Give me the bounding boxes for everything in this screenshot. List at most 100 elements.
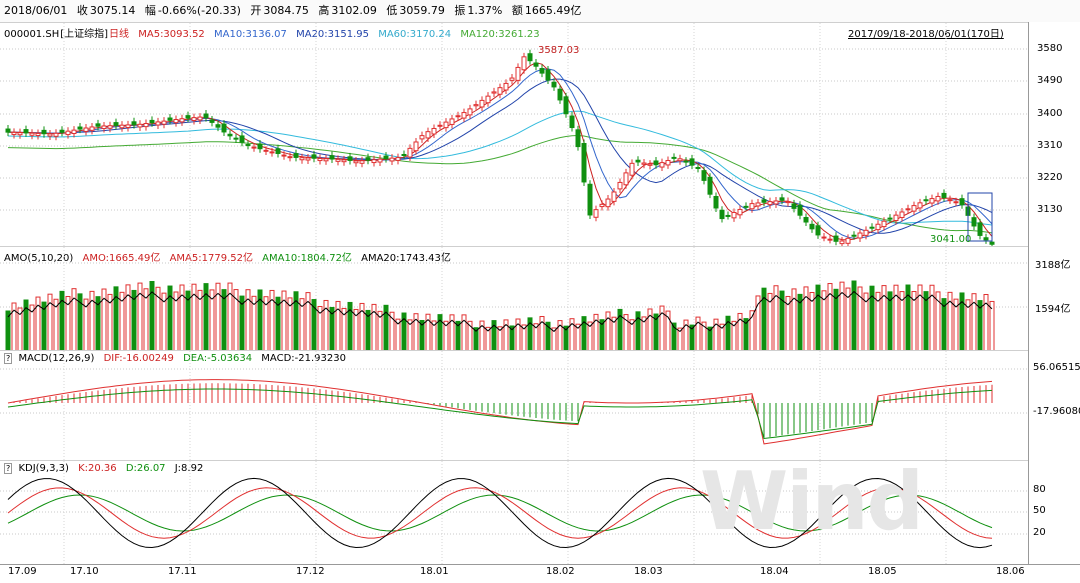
candle-body [803, 217, 809, 223]
candle-body [29, 132, 35, 136]
candle-body [545, 69, 551, 81]
candle-body [647, 163, 653, 166]
volume-bar [953, 298, 959, 351]
candle-body [5, 128, 11, 133]
candle-body [23, 129, 29, 134]
volume-bar [869, 285, 875, 351]
volume-bar [521, 324, 527, 351]
candle-body [449, 118, 455, 125]
candle-body [131, 121, 137, 126]
candle-body [17, 132, 23, 136]
volume-bar [623, 314, 629, 351]
ma120-line [7, 134, 993, 234]
candle-body [551, 81, 557, 88]
x-tick: 17.10 [70, 566, 99, 577]
index-name: [上证综指] [60, 29, 109, 40]
volume-bar [155, 286, 161, 351]
question-icon[interactable]: ? [4, 463, 13, 474]
candle-body [731, 211, 737, 219]
kdj-tick: 50 [1033, 505, 1046, 516]
low-value: 3059.79 [399, 4, 445, 17]
volume-bar [11, 302, 17, 351]
candle-body [395, 157, 401, 161]
volume-bar [5, 310, 11, 351]
candle-body [761, 199, 767, 203]
x-tick: 18.05 [868, 566, 897, 577]
kdj-tick: 20 [1033, 527, 1046, 538]
volume-bar [809, 291, 815, 351]
volume-bar [929, 284, 935, 351]
kdj-axis: 80 50 20 [1028, 460, 1080, 564]
candle-body [167, 117, 173, 121]
kline-panel[interactable]: 000001.SH[上证综指]日线 MA5:3093.52 MA10:3136.… [0, 22, 1028, 247]
amo-panel[interactable]: AMO(5,10,20) AMO:1665.49亿 AMA5:1779.52亿 … [0, 246, 1028, 351]
volume-bar [371, 303, 377, 351]
volume-bar [713, 318, 719, 351]
volume-bar [233, 289, 239, 351]
high-label: 高 [318, 4, 330, 17]
amp-label: 振 [454, 4, 466, 17]
volume-bar [527, 317, 533, 351]
amo-tick: 3188亿 [1035, 260, 1071, 271]
candle-body [83, 127, 89, 132]
candle-body [485, 95, 491, 104]
volume-bar [449, 314, 455, 351]
candle-body [917, 202, 923, 209]
volume-bar [785, 295, 791, 351]
candle-body [935, 195, 941, 202]
change-value: -0.66%(-20.33) [157, 4, 241, 17]
macd-legend: ? MACD(12,26,9) DIF:-16.00249 DEA:-5.036… [4, 353, 352, 364]
amo-tick: 1594亿 [1035, 304, 1071, 315]
close-value: 3075.14 [89, 4, 136, 17]
candle-body [683, 160, 689, 163]
index-code: 000001.SH [4, 29, 60, 40]
candle-body [581, 142, 587, 183]
volume-bar [287, 297, 293, 351]
low-label: 低 [386, 4, 398, 17]
volume-bar [683, 319, 689, 351]
volume-bar [395, 318, 401, 351]
ma60-label: MA60:3170.24 [378, 29, 452, 40]
candle-body [851, 234, 857, 237]
volume-bar [203, 283, 209, 351]
candle-body [635, 159, 641, 163]
candle-body [119, 124, 125, 129]
candle-body [275, 148, 281, 154]
candle-body [125, 124, 131, 128]
volume-bar [137, 282, 143, 351]
candle-body [497, 87, 503, 95]
ma120-label: MA120:3261.23 [460, 29, 540, 40]
volume-bar [695, 316, 701, 351]
candle-body [593, 209, 599, 218]
low-mark-label: 3041.00 [930, 234, 972, 245]
candle-body [47, 133, 53, 137]
kdj-panel[interactable]: ? KDJ(9,3,3) K:20.36 D:26.07 J:8.92 [0, 460, 1028, 565]
candle-body [947, 199, 953, 202]
candle-body [737, 208, 743, 216]
candle-body [59, 129, 65, 133]
volume-bar [791, 288, 797, 351]
question-icon[interactable]: ? [4, 353, 13, 364]
volume-bar [689, 324, 695, 351]
volume-bar [719, 323, 725, 351]
j-line [7, 477, 993, 549]
candle-body [887, 217, 893, 220]
candle-body [281, 154, 287, 157]
volume-bar [401, 312, 407, 351]
candle-body [779, 197, 785, 201]
ma20-line [7, 78, 993, 234]
volume-bar [299, 298, 305, 351]
macd-panel[interactable]: ? MACD(12,26,9) DIF:-16.00249 DEA:-5.036… [0, 350, 1028, 461]
candle-body [137, 123, 143, 128]
volume-bar [653, 313, 659, 351]
ama5-value: AMA5:1779.52亿 [169, 253, 253, 264]
candle-body [713, 196, 719, 209]
volume-bar [191, 283, 197, 351]
candle-body [35, 132, 41, 137]
x-tick: 18.02 [546, 566, 575, 577]
volume-bar [443, 320, 449, 351]
volume-bar [749, 310, 755, 351]
candle-body [875, 223, 881, 231]
macd-value: MACD:-21.93230 [261, 353, 346, 364]
volume-bar [857, 286, 863, 351]
